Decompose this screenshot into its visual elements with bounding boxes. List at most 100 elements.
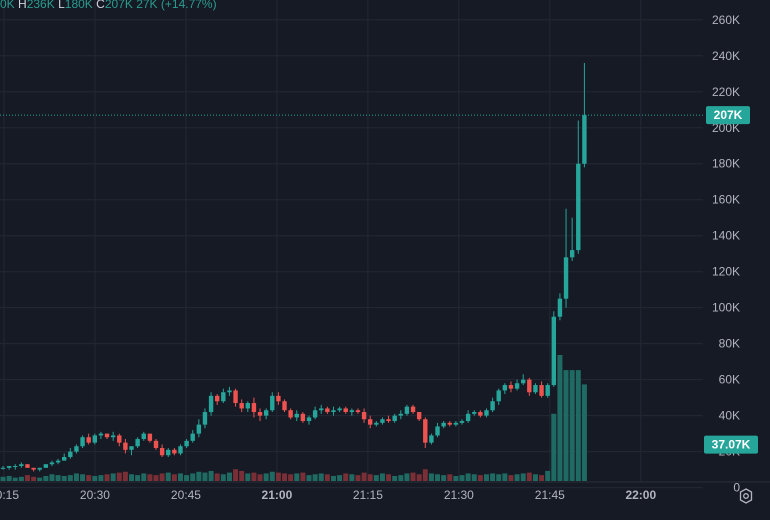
volume-bar: [73, 473, 79, 481]
price-tick-label: 240K: [712, 49, 740, 63]
candle-body: [423, 419, 428, 443]
volume-bar: [435, 474, 441, 481]
volume-bar: [104, 474, 110, 481]
volume-bar: [392, 475, 398, 481]
candle-body: [288, 410, 293, 418]
candle-body: [86, 437, 91, 443]
candle-body: [416, 412, 422, 420]
volume-bar: [184, 475, 190, 481]
open-value: 0K: [0, 0, 15, 11]
candle-body: [300, 413, 306, 422]
price-tick-label: 140K: [712, 229, 740, 243]
volume-bar: [526, 472, 532, 481]
candle-body: [551, 316, 556, 386]
candle-body: [533, 385, 538, 393]
candle-body: [172, 449, 177, 454]
time-tick-label: 21:00: [262, 488, 293, 502]
candle-body: [361, 412, 367, 420]
volume-bar: [49, 474, 55, 481]
volume-bar: [129, 474, 135, 481]
time-tick-label: 20:30: [80, 488, 110, 502]
volume-label: 37.07K: [712, 438, 751, 452]
volume-bar: [220, 474, 226, 481]
candle-body: [484, 410, 489, 416]
volume-bar: [55, 475, 61, 481]
volume-bar: [575, 370, 581, 481]
candle-body: [380, 419, 385, 423]
low-value: 180K: [64, 0, 93, 11]
candle-body: [349, 410, 355, 413]
volume-bar: [159, 473, 165, 481]
candle-body: [147, 433, 153, 441]
volume-bar: [569, 370, 575, 481]
volume-bar: [447, 474, 453, 481]
volume-bar: [190, 473, 196, 481]
volume-bar: [86, 475, 92, 481]
candle-body: [257, 412, 263, 416]
volume-bar: [31, 476, 37, 481]
candle-body: [447, 422, 452, 425]
low-key: L: [58, 0, 65, 11]
volume-bar: [502, 473, 508, 481]
price-tick-label: 260K: [712, 13, 740, 27]
change-percent: (+14.77%): [160, 0, 217, 11]
time-tick-label: 20:15: [0, 488, 19, 502]
volume-bar: [141, 473, 147, 481]
high-key: H: [18, 0, 27, 11]
candle-body: [153, 440, 159, 449]
candle-body: [129, 446, 134, 450]
volume-bar: [177, 473, 183, 481]
candle-body: [215, 395, 220, 402]
volume-bar: [477, 475, 483, 481]
high-value: 236K: [26, 0, 55, 11]
candle-body: [429, 435, 434, 443]
volume-bar: [67, 475, 73, 481]
volume-bar: [545, 470, 551, 481]
time-tick-label: 21:15: [353, 488, 383, 502]
volume-bar: [361, 472, 367, 481]
candle-body: [343, 408, 348, 413]
volume-bar: [422, 469, 428, 481]
volume-bar: [453, 475, 459, 481]
volume-bar: [312, 474, 318, 481]
candle-body: [117, 435, 122, 443]
candle-body: [569, 250, 575, 258]
volume-bar: [300, 472, 306, 481]
close-key: C: [96, 0, 105, 11]
candle-body: [368, 419, 373, 425]
candle-body: [319, 408, 324, 411]
candle-body: [49, 462, 55, 465]
volume-bar: [6, 475, 12, 481]
candle-body: [196, 424, 202, 434]
candle-body: [123, 442, 128, 450]
candle-body: [496, 390, 501, 402]
volume-bar: [12, 477, 18, 481]
candle-body: [502, 385, 508, 391]
candle-body: [202, 412, 208, 425]
volume-bar: [508, 475, 514, 481]
volume-bar: [208, 470, 214, 481]
candle-body: [251, 403, 257, 413]
candle-body: [221, 392, 226, 402]
price-tick-label: 200K: [712, 121, 740, 135]
candle-body: [74, 446, 79, 452]
volume-bar: [367, 474, 373, 481]
gear-icon[interactable]: [738, 488, 754, 504]
candle-body: [490, 401, 495, 411]
candle-body: [404, 406, 410, 414]
candle-body: [386, 419, 391, 422]
volume-bar: [355, 475, 361, 481]
last-price-label: 207K: [714, 108, 743, 122]
candle-body: [208, 395, 214, 413]
candle-body: [263, 410, 269, 416]
candle-body: [478, 412, 483, 416]
candle-body: [178, 446, 183, 454]
candle-body: [325, 408, 330, 413]
candle-body: [337, 408, 342, 411]
volume-bar: [343, 473, 349, 481]
volume-bar: [37, 477, 43, 481]
volume-bar: [257, 474, 263, 481]
price-tick-label: 80K: [719, 337, 740, 351]
